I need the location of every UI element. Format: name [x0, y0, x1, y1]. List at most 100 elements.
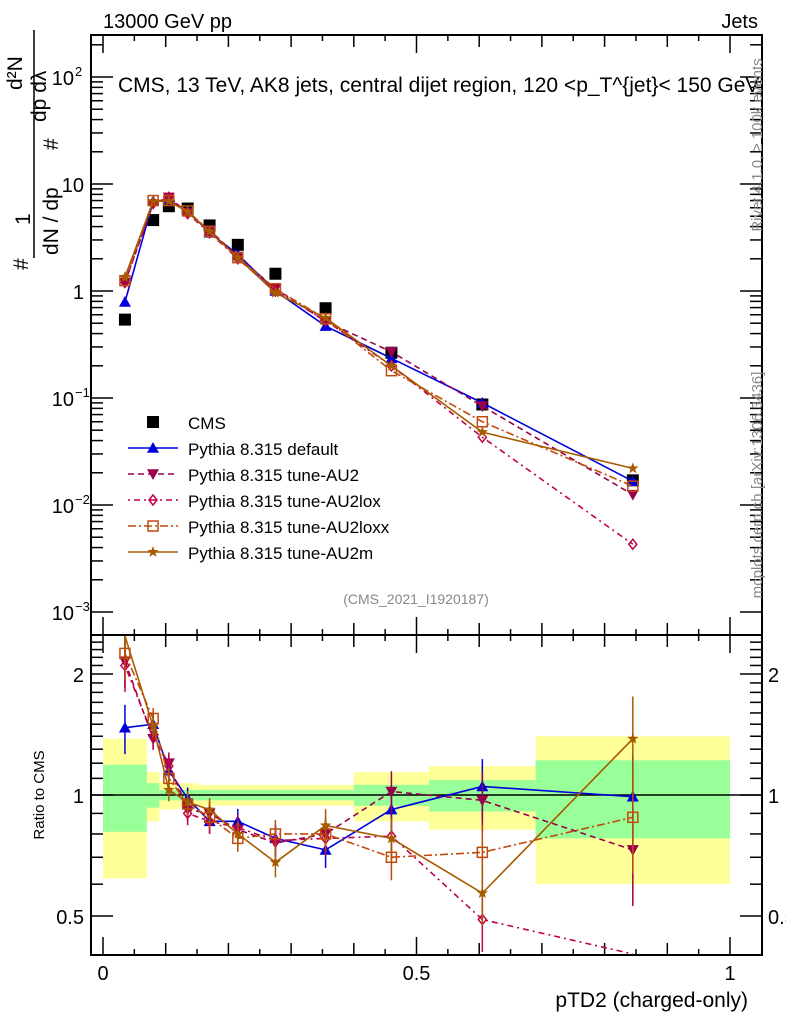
series-layer [118, 191, 639, 955]
y-tick-label-exp: −3 [75, 599, 90, 614]
series-line [124, 199, 634, 482]
marker-star [269, 856, 282, 868]
header-right: Jets [721, 11, 758, 33]
x-tick-label: 0 [97, 963, 108, 985]
marker-star [181, 796, 194, 807]
legend-item: Pythia 8.315 tune-AU2m [128, 544, 373, 563]
marker-triangle-down [476, 795, 489, 807]
legend-label: Pythia 8.315 tune-AU2lox [188, 492, 381, 511]
marker-star [147, 546, 159, 557]
ratio-y-tick-label-right: 0.5 [768, 907, 786, 929]
ratio-y-label: Ratio to CMS [31, 750, 48, 839]
marker-square [319, 302, 332, 315]
y-tick-label-exp: 2 [75, 64, 82, 79]
marker-square [269, 267, 282, 280]
marker-star [232, 827, 244, 839]
x-tick-label: 0.5 [403, 963, 431, 985]
marker-square-open [269, 828, 282, 840]
marker-star [627, 462, 639, 474]
y-axis-label-denominator: dN / dp [40, 187, 63, 255]
ratio-y-tick-label-right: 1 [768, 786, 779, 808]
marker-star [627, 732, 639, 744]
marker-diamond [627, 538, 638, 551]
marker-square [118, 313, 131, 326]
marker-square [231, 238, 244, 251]
marker-diamond [320, 314, 331, 327]
y-tick-label-exp: −2 [75, 492, 90, 507]
marker-star [147, 720, 159, 732]
marker-star [319, 311, 332, 323]
y-axis-label-hash2: # [40, 138, 63, 150]
marker-star [203, 803, 216, 815]
marker-star [147, 195, 159, 207]
y-axis-label-inner: dp dλ [28, 70, 51, 122]
y-tick-label: 1 [73, 282, 84, 304]
marker-star [269, 286, 282, 298]
marker-diamond [148, 493, 158, 507]
marker-triangle-down [476, 401, 489, 413]
marker-star [319, 819, 332, 831]
legend-label: Pythia 8.315 default [188, 440, 339, 459]
legend: CMS Pythia 8.315 default Pythia 8.315 tune… [128, 414, 390, 563]
legend-item: Pythia 8.315 tune-AU2 [128, 466, 359, 485]
legend-label: Pythia 8.315 tune-AU2 [188, 466, 359, 485]
ratio-uncertainty-bands [103, 736, 730, 885]
marker-triangle-up [147, 442, 159, 453]
legend-item: Pythia 8.315 tune-AU2lox [128, 492, 381, 511]
ratio-series-pythia-8-315-tune-au2m [124, 635, 639, 926]
marker-triangle-down [147, 469, 159, 480]
marker-square-open [627, 480, 639, 492]
analysis-id: (CMS_2021_I1920187) [343, 591, 489, 607]
marker-square-open [627, 811, 639, 824]
marker-triangle-down [385, 786, 398, 798]
marker-square [147, 416, 159, 428]
legend-label: CMS [188, 414, 226, 433]
y-axis-label-numerator: d²N [4, 56, 27, 90]
y-axis-label-one: 1 [12, 213, 35, 225]
marker-star [232, 251, 244, 263]
ratio-series-line [124, 665, 633, 955]
ratio-y-tick-label: 0.5 [56, 907, 84, 929]
legend-item: Pythia 8.315 tune-AU2loxx [128, 518, 390, 537]
ratio-y-tick-label-right: 2 [768, 665, 779, 687]
marker-diamond [182, 807, 193, 820]
y-tick-label: 10 [52, 68, 74, 90]
y-tick-label: 10 [52, 496, 74, 518]
marker-triangle-up [118, 721, 131, 733]
marker-star [181, 205, 194, 217]
x-tick-label: 1 [724, 963, 735, 985]
legend-item: Pythia 8.315 default [128, 440, 339, 459]
y-tick-label: 10 [52, 603, 74, 625]
x-axis-label: pTD2 (charged-only) [555, 989, 748, 1012]
marker-star [385, 359, 398, 371]
marker-triangle-down [626, 489, 639, 501]
marker-square-open [476, 846, 489, 859]
marker-triangle-down [385, 347, 398, 358]
marker-star [163, 195, 175, 207]
legend-label: Pythia 8.315 tune-AU2loxx [188, 518, 390, 537]
y-tick-label: 10 [52, 389, 74, 411]
y-tick-label: 10 [62, 175, 84, 197]
ratio-y-tick-label: 1 [73, 786, 84, 808]
y-axis-label-text: # [10, 258, 33, 270]
marker-star [385, 832, 398, 844]
marker-star [476, 426, 489, 437]
rivet-label: Rivet 4.1.0, ≥ 100k events [749, 58, 766, 231]
header-left: 13000 GeV pp [103, 11, 232, 33]
marker-square-open [147, 520, 159, 532]
series-pythia-8-315-tune-au2m [119, 195, 639, 474]
marker-star [163, 783, 175, 795]
marker-star [203, 225, 216, 237]
marker-star [476, 887, 489, 898]
y-axis-label-main: # 1 dN / dp # d²N dp dλ [4, 30, 63, 270]
marker-star [119, 271, 131, 282]
ratio-y-tick-label: 2 [73, 665, 84, 687]
legend-item: CMS [147, 414, 226, 433]
band-inner [103, 764, 147, 832]
y-tick-label-exp: −1 [75, 385, 90, 400]
legend-label: Pythia 8.315 tune-AU2m [188, 544, 373, 563]
chart-title: CMS, 13 TeV, AK8 jets, central dijet reg… [118, 74, 759, 97]
mcplots-label: mcplots.cern.ch [arXiv:1306.3436] [749, 372, 766, 599]
